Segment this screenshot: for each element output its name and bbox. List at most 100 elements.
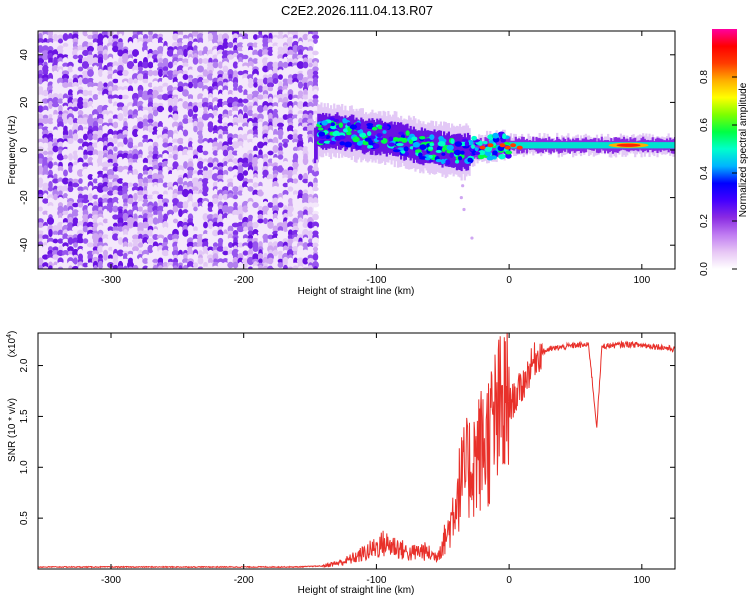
noise-cell xyxy=(101,77,110,85)
noise-cell xyxy=(248,120,253,130)
noise-cell xyxy=(108,90,113,96)
noise-cell xyxy=(197,45,204,53)
track-band xyxy=(314,127,317,164)
noise-cell xyxy=(38,38,44,44)
noise-cell xyxy=(157,182,164,188)
noise-cell xyxy=(232,186,239,192)
noise-cell xyxy=(187,69,194,77)
track-blob xyxy=(371,126,378,131)
track-blob xyxy=(445,159,451,166)
snr-line xyxy=(38,333,675,569)
noise-cell xyxy=(267,165,274,173)
noise-cell xyxy=(187,266,194,269)
noise-cell xyxy=(117,165,124,173)
noise-cell xyxy=(232,261,239,269)
noise-cell xyxy=(197,169,204,177)
noise-cell xyxy=(162,182,169,188)
noise-cell xyxy=(292,158,299,164)
noise-cell xyxy=(222,233,229,241)
noise-cell xyxy=(162,194,169,200)
noise-cell xyxy=(287,41,294,49)
noise-cell xyxy=(193,230,198,236)
noise-cell xyxy=(197,197,204,205)
noise-cell xyxy=(217,70,224,76)
track-blob xyxy=(450,138,455,145)
noise-cell xyxy=(172,153,179,161)
noise-cell xyxy=(137,230,144,236)
noise-cell xyxy=(192,186,199,192)
noise-cell xyxy=(78,77,83,85)
noise-cell xyxy=(262,242,269,248)
noise-cell xyxy=(207,246,214,252)
noise-cell xyxy=(127,221,134,229)
noise-cell xyxy=(187,122,194,128)
noise-cell xyxy=(67,194,74,200)
track-hotspot xyxy=(499,143,506,148)
noise-cell xyxy=(171,94,180,100)
noise-cell xyxy=(56,261,65,269)
noise-cell xyxy=(87,258,94,264)
noise-cell xyxy=(102,186,109,192)
noise-cell xyxy=(81,61,90,69)
noise-cell xyxy=(42,64,49,74)
track-blob xyxy=(367,144,372,149)
track-band xyxy=(387,122,390,153)
noise-cell xyxy=(272,249,279,257)
noise-cell xyxy=(86,145,95,153)
track-stray xyxy=(459,196,463,200)
track-band xyxy=(353,119,357,149)
noise-cell xyxy=(292,265,299,269)
noise-cell xyxy=(107,218,114,224)
noise-cell xyxy=(38,245,43,253)
noise-cell xyxy=(82,182,89,188)
noise-cell xyxy=(216,174,225,180)
snr-y-tick-label: 0.5 xyxy=(19,511,30,525)
noise-cell xyxy=(42,137,49,145)
noise-cell xyxy=(192,262,199,268)
noise-cell xyxy=(213,161,218,169)
track-blob xyxy=(342,117,347,124)
noise-cell xyxy=(51,249,60,257)
noise-cell xyxy=(282,61,289,69)
noise-cell xyxy=(193,125,198,133)
noise-cell xyxy=(252,194,259,200)
noise-cell xyxy=(187,108,194,118)
noise-cell xyxy=(293,257,298,265)
noise-cell xyxy=(38,57,45,65)
noise-cell xyxy=(127,141,134,149)
noise-cell xyxy=(233,194,238,200)
noise-cell xyxy=(116,249,125,257)
noise-cell xyxy=(72,174,79,180)
track-blob xyxy=(366,122,374,127)
noise-cell xyxy=(62,233,69,241)
noise-cell xyxy=(302,134,309,140)
noise-cell xyxy=(238,213,243,221)
noise-cell xyxy=(302,126,309,132)
noise-cell xyxy=(267,38,274,44)
noise-cell xyxy=(266,82,275,88)
noise-cell xyxy=(217,221,224,229)
track-core xyxy=(606,142,609,149)
noise-cell xyxy=(142,257,149,265)
noise-cell xyxy=(222,149,229,157)
noise-cell xyxy=(182,264,189,269)
track-core xyxy=(550,142,553,149)
noise-cell xyxy=(142,177,149,185)
noise-cell xyxy=(247,178,254,184)
noise-cell xyxy=(238,261,243,269)
noise-cell xyxy=(66,86,75,92)
noise-cell xyxy=(152,97,159,105)
noise-cell xyxy=(118,94,123,100)
noise-cell xyxy=(137,261,144,269)
noise-cell xyxy=(307,145,314,153)
noise-cell xyxy=(212,61,219,69)
noise-cell xyxy=(196,180,205,190)
noise-cell xyxy=(203,166,208,172)
noise-cell xyxy=(42,225,49,233)
track-core xyxy=(673,142,675,149)
track-band xyxy=(372,119,376,151)
noise-cell xyxy=(267,133,274,141)
track-blob xyxy=(418,152,423,158)
noise-cell xyxy=(82,162,89,168)
noise-cell xyxy=(62,42,69,48)
